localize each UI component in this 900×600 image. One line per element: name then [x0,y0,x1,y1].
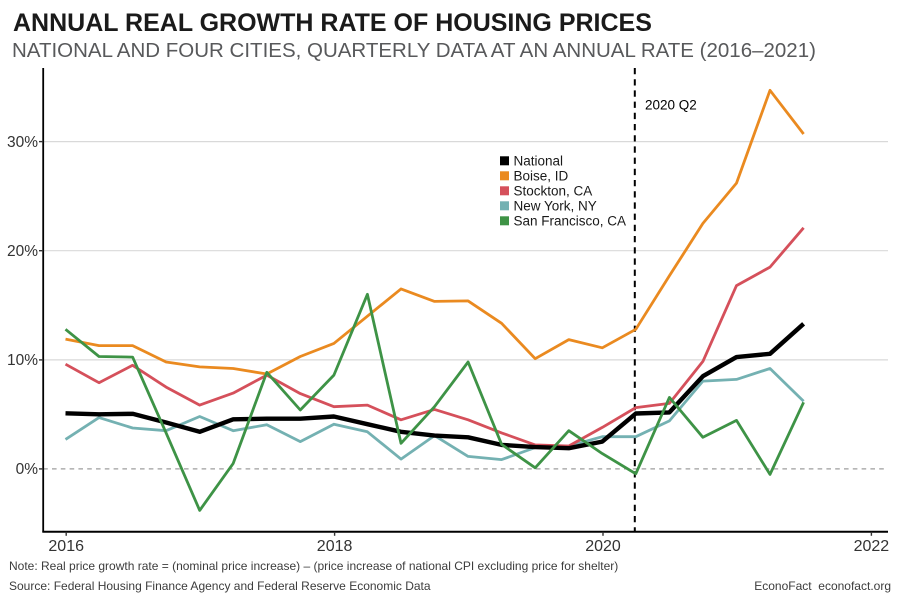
svg-text:10%: 10% [7,352,38,369]
svg-text:Source: Federal Housing Financ: Source: Federal Housing Finance Agency a… [9,579,431,593]
svg-text:2022: 2022 [854,538,890,555]
svg-text:2016: 2016 [48,538,84,555]
svg-text:NATIONAL AND FOUR CITIES, QUAR: NATIONAL AND FOUR CITIES, QUARTERLY DATA… [12,39,816,62]
svg-text:National: National [514,153,564,168]
svg-text:EconoFact econofact.org: EconoFact econofact.org [754,579,891,593]
svg-text:2020 Q2: 2020 Q2 [645,98,697,113]
svg-text:ANNUAL REAL GROWTH RATE OF HOU: ANNUAL REAL GROWTH RATE OF HOUSING PRICE… [13,9,652,37]
svg-text:2018: 2018 [317,538,353,555]
svg-text:20%: 20% [7,243,38,260]
svg-text:San Francisco, CA: San Francisco, CA [514,213,627,228]
svg-text:Note: Real price growth rate =: Note: Real price growth rate = (nominal … [9,559,618,573]
svg-text:New York, NY: New York, NY [514,198,597,213]
svg-text:30%: 30% [7,134,38,151]
svg-text:Stockton, CA: Stockton, CA [514,183,593,198]
svg-text:0%: 0% [16,461,39,478]
svg-text:2020: 2020 [585,538,621,555]
svg-text:Boise, ID: Boise, ID [514,168,569,183]
